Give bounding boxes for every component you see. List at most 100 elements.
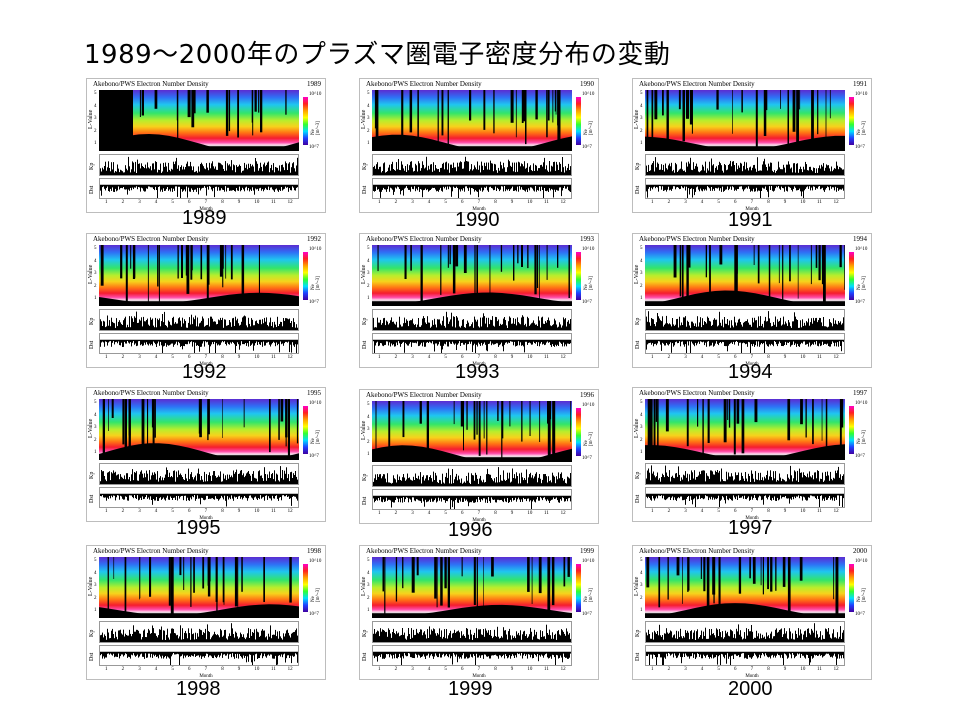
month-tick-label: 6 [188, 667, 191, 672]
kp-axis-label: Kp [362, 317, 368, 325]
density-panel-2000: Akebono/PWS Electron Number Density 2000 L… [632, 545, 872, 680]
month-tick-label: 12 [287, 509, 293, 514]
month-tick-row: 1 2 3 4 5 6 7 8 9 10 11 12 [99, 667, 299, 674]
month-tick-label: 7 [204, 509, 208, 514]
month-tick-label: 9 [510, 667, 514, 672]
l-tick-label: 4 [94, 570, 97, 576]
month-tick-label: 10 [527, 667, 533, 672]
dst-index-strip [645, 487, 845, 508]
month-tick-label: 10 [254, 667, 260, 672]
data-gap-overlay [645, 399, 845, 460]
density-spectrogram [372, 245, 572, 306]
density-colorbar [303, 97, 308, 145]
panel-header-year: 1989 [307, 80, 321, 88]
month-tick-label: 11 [817, 667, 822, 672]
colorbar-unit-label: Ne [m^-3] [584, 588, 594, 602]
panel-header-year: 1996 [580, 391, 594, 399]
density-spectrogram [645, 90, 845, 151]
month-tick-label: 8 [221, 355, 224, 360]
density-spectrogram [99, 557, 299, 618]
month-tick-label: 3 [684, 200, 687, 205]
month-tick-label: 5 [444, 667, 447, 672]
month-tick-label: 4 [700, 509, 704, 514]
month-tick-label: 7 [750, 667, 754, 672]
panel-header-title: Akebono/PWS Electron Number Density [639, 389, 755, 397]
panel-header-year: 2000 [853, 547, 867, 555]
colorbar-min-label: 10^7 [855, 612, 865, 617]
density-spectrogram [372, 557, 572, 618]
month-tick-label: 2 [394, 667, 398, 672]
dst-index-strip [645, 178, 845, 199]
l-tick-label: 5 [367, 246, 370, 251]
l-tick-label: 2 [94, 128, 97, 134]
l-tick-label: 3 [94, 116, 97, 121]
month-tick-label: 4 [154, 509, 158, 514]
month-tick-label: 9 [783, 667, 787, 672]
l-tick-label: 2 [367, 595, 370, 601]
l-tick-label: 2 [640, 128, 643, 134]
l-tick-label: 4 [94, 258, 97, 264]
colorbar-unit-label: Ne [m^-3] [311, 430, 321, 444]
month-tick-label: 4 [700, 355, 704, 360]
month-tick-label: 8 [221, 200, 224, 205]
month-tick-label: 11 [544, 355, 549, 360]
month-tick-label: 11 [271, 355, 276, 360]
month-tick-label: 7 [204, 667, 208, 672]
colorbar-unit-label: Ne [m^-3] [857, 588, 867, 602]
l-tick-label: 5 [640, 400, 643, 405]
l-tick-label: 4 [367, 103, 370, 109]
colorbar-min-label: 10^7 [582, 300, 592, 305]
month-tick-label: 4 [427, 667, 431, 672]
month-tick-label: 8 [767, 200, 770, 205]
l-tick-label: 5 [367, 91, 370, 96]
month-tick-label: 1 [651, 355, 654, 360]
l-tick-label: 4 [94, 103, 97, 109]
l-tick-label: 3 [640, 583, 643, 588]
month-tick-label: 12 [560, 200, 566, 205]
month-tick-row: 1 2 3 4 5 6 7 8 9 10 11 12 [645, 355, 845, 362]
l-tick-label: 2 [367, 128, 370, 134]
month-tick-label: 3 [138, 200, 141, 205]
dst-index-strip [372, 489, 572, 510]
colorbar-max-label: 10^10 [855, 92, 868, 97]
colorbar-max-label: 10^10 [582, 559, 595, 564]
kp-axis-label: Kp [635, 317, 641, 325]
month-tick-label: 11 [271, 509, 276, 514]
panel-header: Akebono/PWS Electron Number Density 1991 [639, 80, 867, 89]
density-panel-1996: Akebono/PWS Electron Number Density 1996 L… [359, 389, 599, 524]
dst-index-strip [372, 178, 572, 199]
l-tick-label: 5 [367, 558, 370, 563]
month-axis-label: Month [745, 362, 759, 367]
month-axis-label: Month [199, 516, 213, 521]
month-tick-label: 6 [734, 667, 737, 672]
l-tick-label: 3 [94, 583, 97, 588]
l-tick-label: 3 [640, 425, 643, 430]
month-tick-label: 1 [651, 509, 654, 514]
panel-header: Akebono/PWS Electron Number Density 1993 [366, 235, 594, 244]
dst-axis-label: Dst [362, 652, 368, 661]
l-tick-label: 2 [94, 595, 97, 601]
l-tick-label: 2 [367, 439, 370, 445]
month-axis-label: Month [472, 362, 486, 367]
year-caption: 1989 [182, 207, 227, 229]
month-tick-label: 2 [394, 355, 398, 360]
colorbar-unit-label: Ne [m^-3] [311, 588, 321, 602]
month-tick-label: 3 [138, 667, 141, 672]
colorbar-unit-label: Ne [m^-3] [857, 121, 867, 135]
month-tick-row: 1 2 3 4 5 6 7 8 9 10 11 12 [99, 355, 299, 362]
month-tick-label: 12 [833, 355, 839, 360]
month-tick-label: 9 [510, 355, 514, 360]
month-tick-label: 8 [767, 509, 770, 514]
month-tick-label: 1 [105, 355, 108, 360]
month-tick-label: 5 [171, 667, 174, 672]
month-tick-label: 8 [494, 200, 497, 205]
month-tick-label: 3 [684, 509, 687, 514]
colorbar-unit-label: Ne [m^-3] [311, 121, 321, 135]
dst-axis-label: Dst [635, 652, 641, 661]
month-tick-row: 1 2 3 4 5 6 7 8 9 10 11 12 [645, 200, 845, 207]
month-tick-label: 12 [287, 667, 293, 672]
colorbar-min-label: 10^7 [855, 145, 865, 150]
kp-axis-label: Kp [635, 162, 641, 170]
panel-header: Akebono/PWS Electron Number Density 1990 [366, 80, 594, 89]
l-tick-label: 5 [640, 558, 643, 563]
